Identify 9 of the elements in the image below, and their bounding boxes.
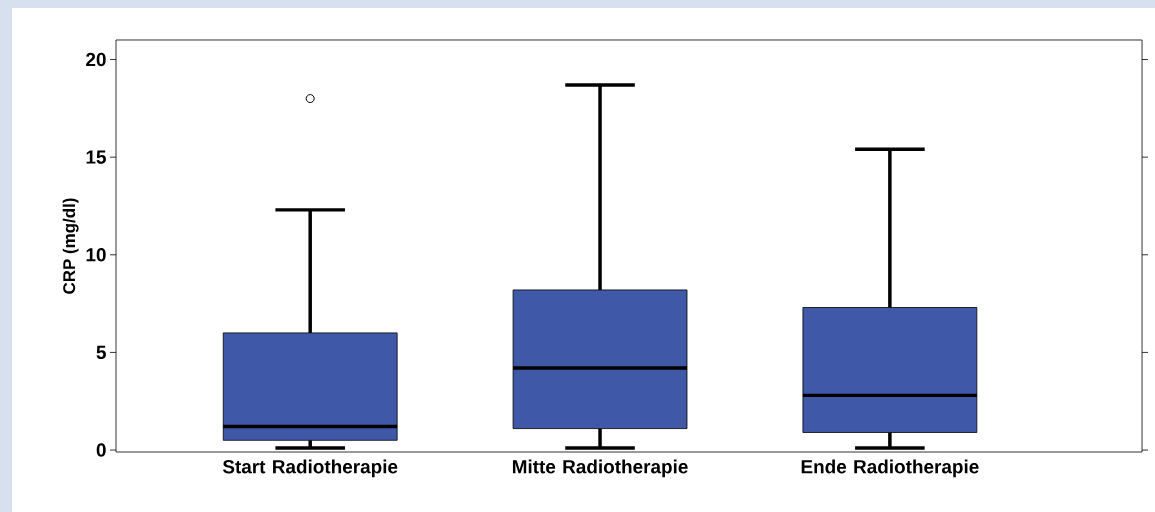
y-tick-label: 15 xyxy=(86,150,106,164)
y-tick-label: 20 xyxy=(86,52,106,67)
y-axis-title: CRP (mg/dl) xyxy=(62,198,79,294)
x-tick-label: Start Radiotherapie xyxy=(222,459,398,478)
y-tick-label: 10 xyxy=(86,248,106,262)
y-tick-label: 5 xyxy=(96,345,106,360)
y-tick-label: 0 xyxy=(96,443,106,457)
x-tick-label: Mitte Radiotherapie xyxy=(512,459,688,478)
x-tick-label: Ende Radiotherapie xyxy=(801,459,979,478)
